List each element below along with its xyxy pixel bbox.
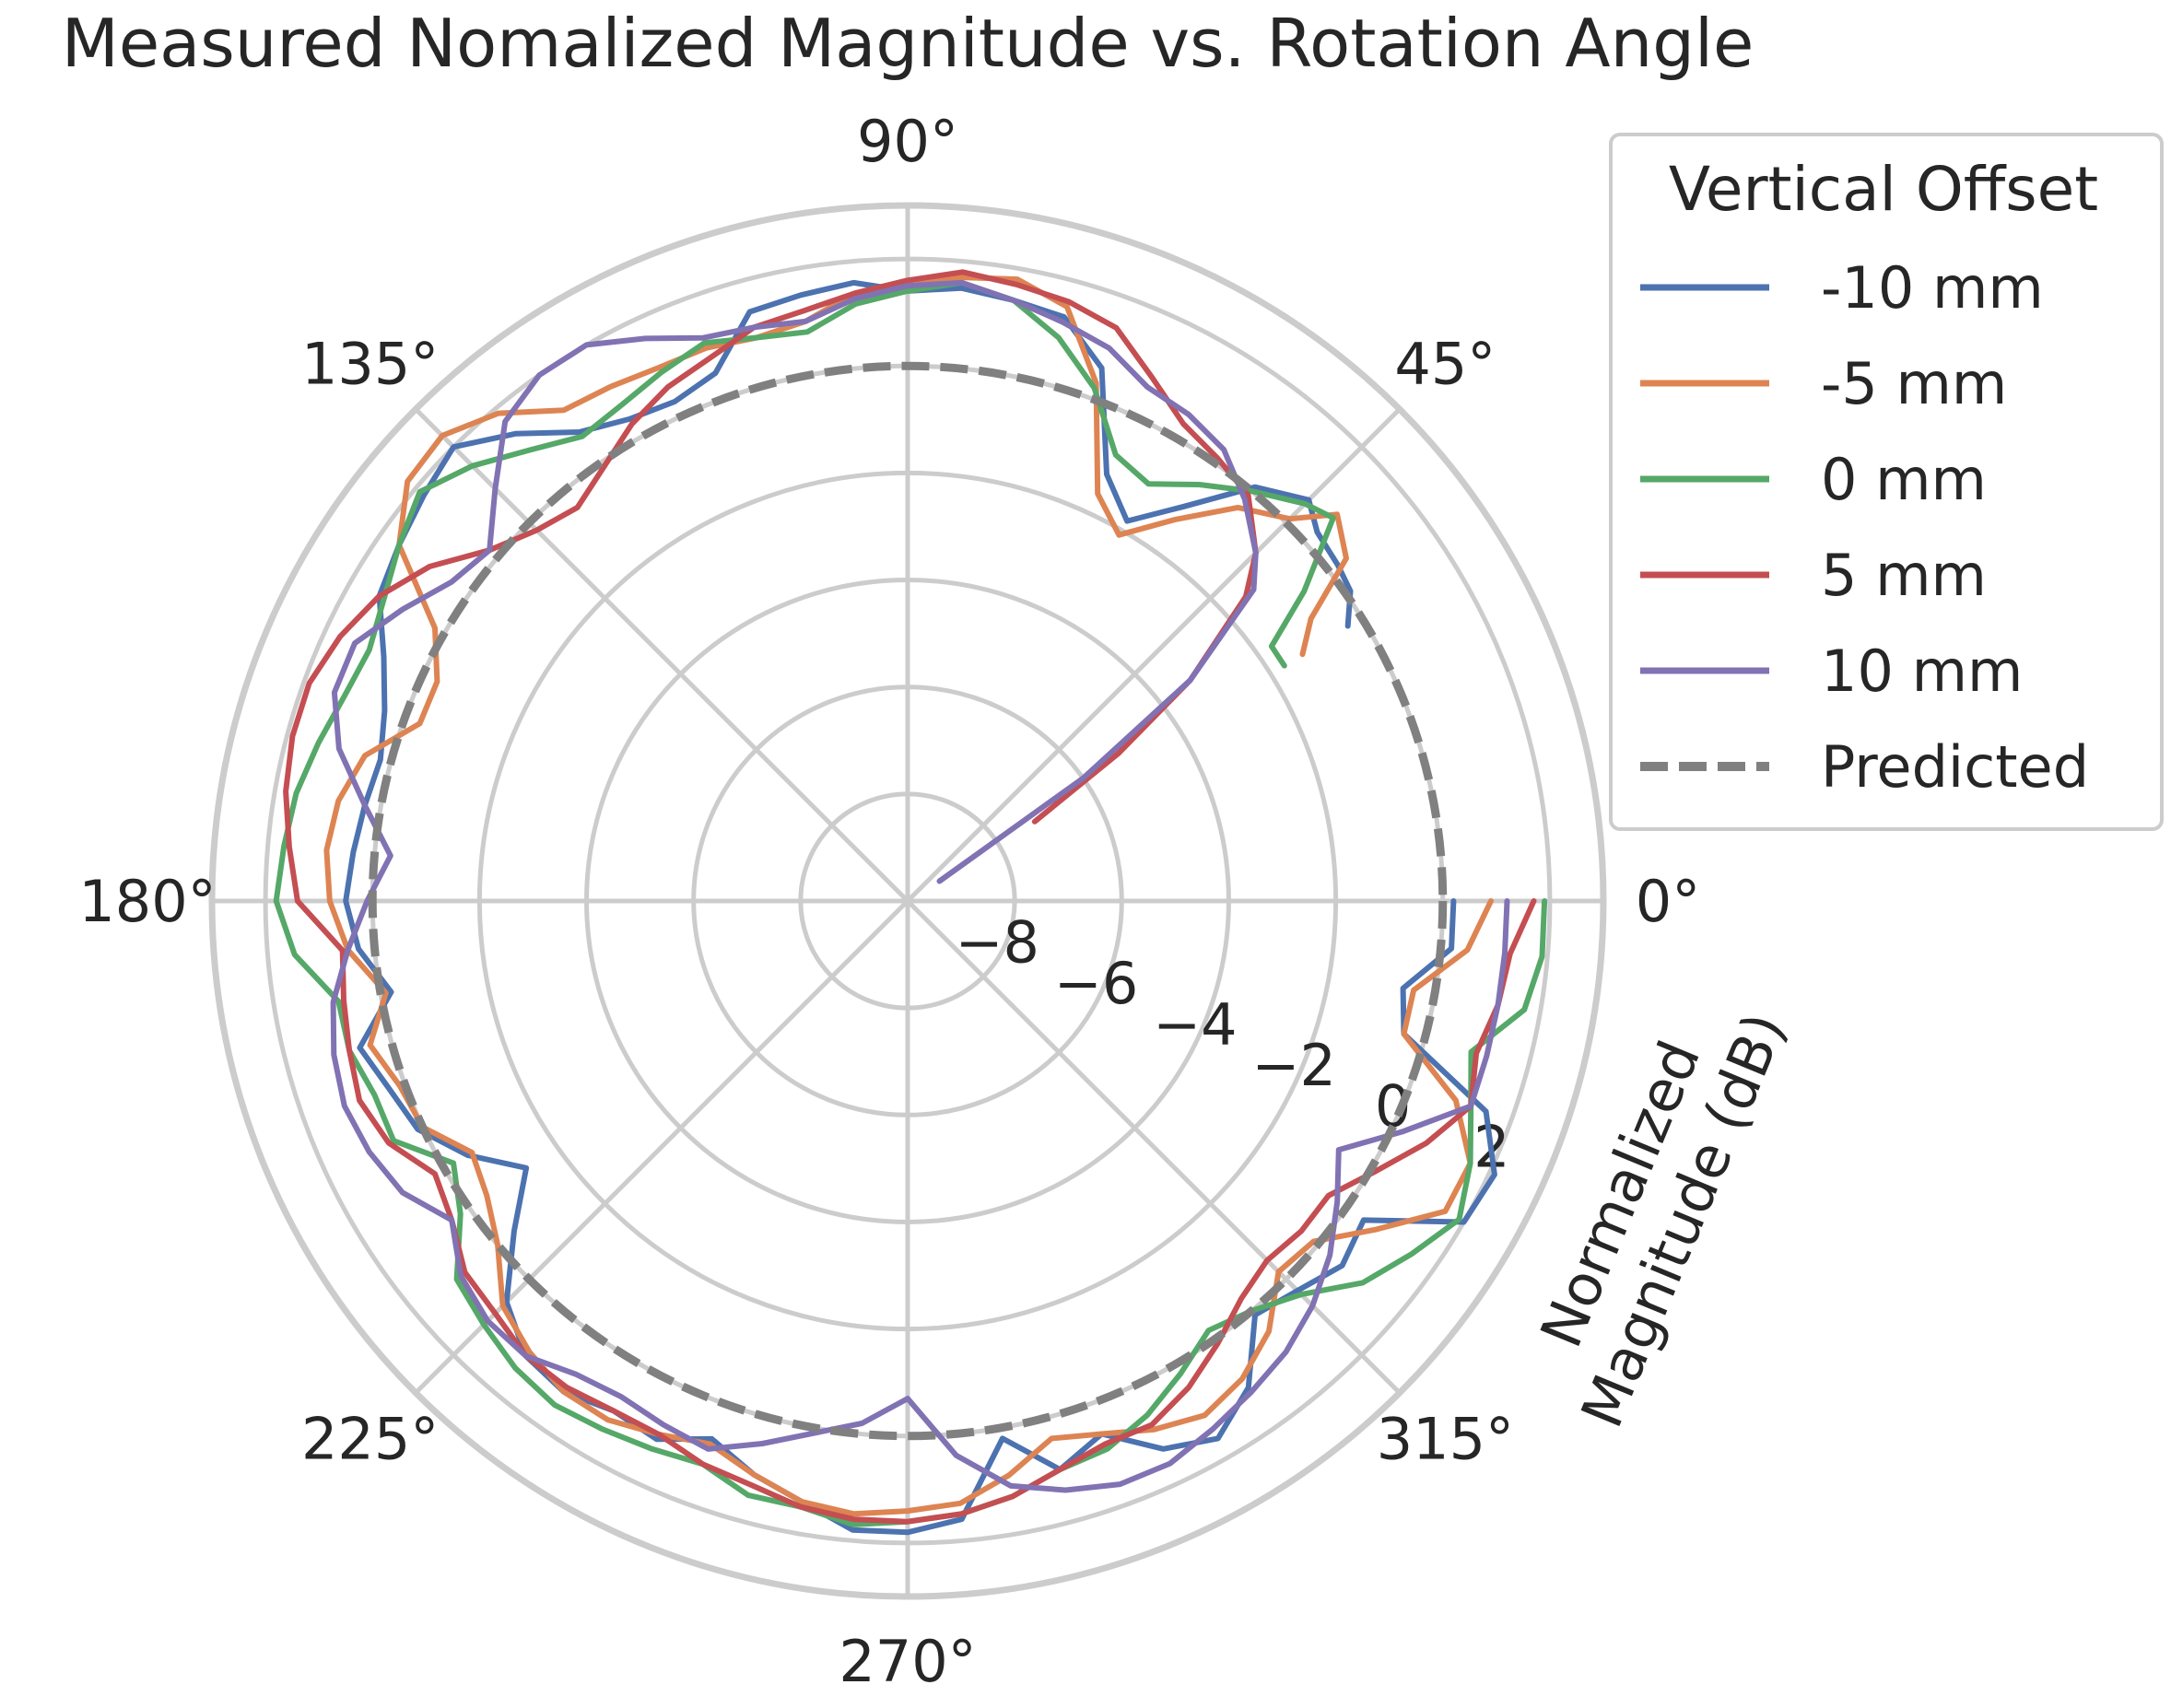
radial-tick-label: −2 — [1252, 1032, 1336, 1099]
radial-tick-label: −6 — [1054, 950, 1138, 1017]
chart-title: Measured Nomalized Magnitude vs. Rotatio… — [62, 5, 1754, 82]
legend-label: 0 mm — [1821, 446, 1987, 513]
legend-title: Vertical Offset — [1669, 154, 2098, 225]
angular-tick-label: 315° — [1377, 1405, 1514, 1472]
angular-tick-label: 180° — [78, 868, 216, 935]
angular-tick-label: 90° — [857, 108, 958, 175]
polar-frame — [208, 202, 1607, 1600]
legend-frame — [1609, 133, 2164, 831]
data-series — [273, 269, 1548, 1536]
angular-gridline — [906, 407, 1402, 903]
angular-gridline — [906, 899, 1402, 1395]
angular-tick-label: 270° — [839, 1628, 976, 1695]
angular-gridline — [414, 899, 909, 1395]
series-line — [368, 361, 1448, 1441]
legend-label: -10 mm — [1821, 254, 2044, 322]
radial-tick-label: −8 — [956, 908, 1039, 976]
legend-label: 5 mm — [1821, 542, 1987, 609]
series-line — [283, 269, 1537, 1525]
polar-grid — [208, 202, 1607, 1600]
radial-tick-labels: −8−6−4−202 — [956, 908, 1510, 1180]
angular-tick-label: 225° — [301, 1405, 439, 1472]
radial-tick-label: −4 — [1153, 990, 1237, 1058]
legend-label: -5 mm — [1821, 350, 2007, 417]
series-line — [323, 275, 1494, 1517]
legend-label: 10 mm — [1821, 638, 2023, 705]
angular-tick-label: 45° — [1394, 331, 1496, 398]
angular-tick-labels: 0° 45° 90° 135° 180° 225° 270° 315° — [78, 108, 1700, 1695]
series-line — [330, 279, 1510, 1493]
angular-tick-label: 135° — [301, 331, 439, 398]
angular-tick-label: 0° — [1636, 868, 1700, 935]
angular-gridline — [414, 407, 909, 903]
legend: Vertical Offset -10 mm -5 mm 0 mm 5 mm 10 mm P… — [1609, 133, 2164, 831]
legend-label: Predicted — [1821, 733, 2089, 801]
